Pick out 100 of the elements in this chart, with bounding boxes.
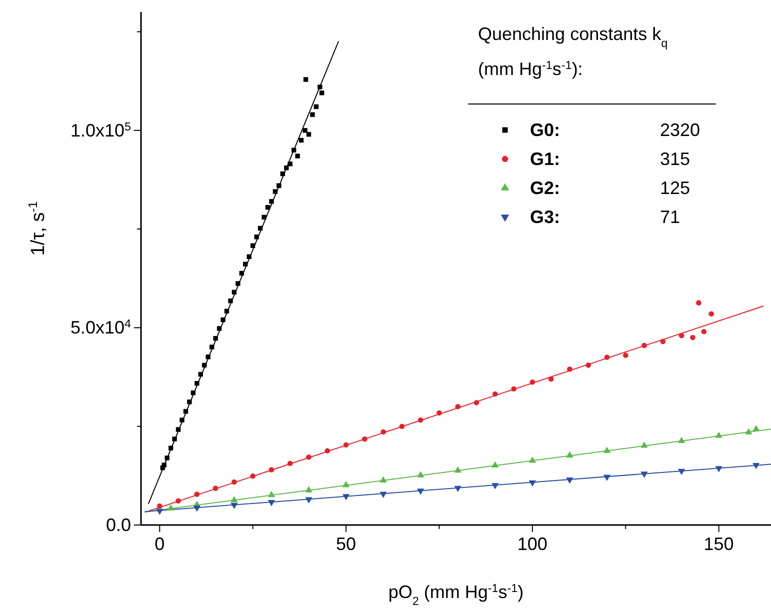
point <box>272 189 278 194</box>
point <box>209 344 214 350</box>
point <box>265 204 270 210</box>
annotation: 2320 <box>660 120 700 140</box>
x-tick-label: 100 <box>517 534 548 554</box>
point <box>380 429 386 435</box>
point <box>206 354 210 360</box>
point <box>176 427 181 432</box>
point <box>690 334 696 340</box>
legend-label: G2: <box>530 178 560 198</box>
point <box>288 162 292 166</box>
x-tick-label: 150 <box>704 534 734 554</box>
point <box>172 436 177 442</box>
point <box>492 461 499 468</box>
point <box>548 376 554 382</box>
point <box>243 262 248 267</box>
point <box>752 462 760 470</box>
point <box>642 342 647 348</box>
point <box>156 508 164 515</box>
point <box>528 480 536 486</box>
point <box>701 329 707 334</box>
point <box>228 298 233 304</box>
point <box>454 486 462 492</box>
point <box>380 476 387 482</box>
point <box>567 366 572 372</box>
point <box>236 281 240 286</box>
point <box>319 90 324 96</box>
point <box>230 496 238 502</box>
x-tick-label: 50 <box>336 534 356 554</box>
point <box>291 148 296 152</box>
point <box>220 317 226 322</box>
point <box>454 466 462 473</box>
point <box>156 503 162 509</box>
point <box>436 410 442 416</box>
point <box>752 424 760 432</box>
point <box>216 326 222 331</box>
point <box>715 466 722 472</box>
point <box>213 336 218 341</box>
point <box>284 166 289 170</box>
point <box>268 490 276 498</box>
point <box>640 442 648 448</box>
y-tick-label: 1.0x10$^{5}$ <box>70 120 132 140</box>
point <box>190 390 196 396</box>
point <box>660 338 666 344</box>
point <box>708 311 714 317</box>
point <box>586 362 591 368</box>
point <box>268 467 274 472</box>
point <box>164 456 170 460</box>
point <box>678 332 684 338</box>
point <box>310 112 315 117</box>
point <box>183 409 188 414</box>
point <box>168 446 174 450</box>
point <box>176 498 181 504</box>
point <box>511 386 516 392</box>
point <box>305 486 312 492</box>
point <box>362 436 368 442</box>
point <box>455 404 461 410</box>
text: Quenching constants k$_{q}$ (mm Hg$^{-1}$s$^{-1}$): <box>478 24 668 79</box>
point <box>306 454 312 460</box>
point <box>180 418 184 422</box>
point <box>566 478 574 484</box>
point <box>380 492 387 498</box>
annotation: 125 <box>660 178 690 198</box>
point <box>314 104 319 110</box>
point <box>474 400 480 406</box>
point <box>528 456 536 463</box>
point <box>224 308 230 314</box>
point <box>640 472 648 478</box>
point <box>530 380 536 385</box>
point <box>603 474 611 481</box>
annotation: 315 <box>660 149 690 169</box>
point <box>302 128 308 133</box>
point <box>276 183 282 188</box>
point <box>678 468 686 476</box>
point <box>230 502 238 509</box>
point <box>167 504 174 510</box>
point <box>342 481 350 488</box>
point <box>232 290 237 295</box>
point <box>306 132 312 137</box>
point <box>418 417 424 423</box>
y-tick-label: 0.0 <box>106 515 131 535</box>
point <box>678 436 686 444</box>
point <box>258 226 263 231</box>
point <box>305 497 312 504</box>
point <box>342 494 350 500</box>
point <box>162 462 166 468</box>
point <box>295 154 300 158</box>
point <box>417 488 424 495</box>
point <box>269 199 274 204</box>
point <box>187 400 192 404</box>
point <box>232 479 237 485</box>
point <box>603 446 611 453</box>
legend-label: G0: <box>530 120 560 140</box>
point <box>318 84 322 90</box>
point <box>193 506 200 512</box>
point <box>492 391 498 397</box>
point <box>298 138 304 143</box>
point <box>280 171 285 176</box>
point <box>696 300 702 306</box>
point <box>246 254 252 260</box>
